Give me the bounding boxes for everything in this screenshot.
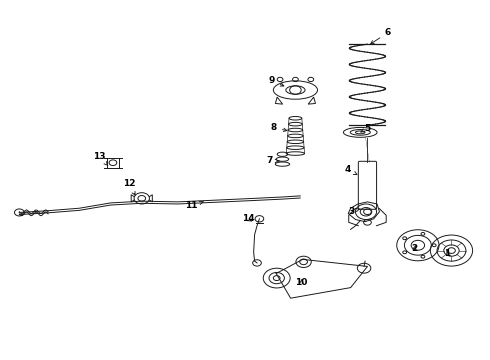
Text: 3: 3	[348, 207, 360, 216]
Text: 13: 13	[93, 152, 108, 166]
Text: 5: 5	[361, 124, 370, 133]
Text: 1: 1	[444, 249, 451, 258]
Text: 7: 7	[267, 157, 279, 166]
Text: 2: 2	[412, 244, 417, 253]
Text: 8: 8	[270, 123, 287, 132]
Text: 11: 11	[185, 201, 203, 210]
Text: 12: 12	[122, 179, 135, 195]
Text: 6: 6	[370, 28, 391, 44]
Text: 10: 10	[295, 278, 308, 287]
Text: 14: 14	[242, 214, 254, 223]
Text: 4: 4	[344, 165, 357, 175]
Text: 9: 9	[269, 76, 284, 86]
